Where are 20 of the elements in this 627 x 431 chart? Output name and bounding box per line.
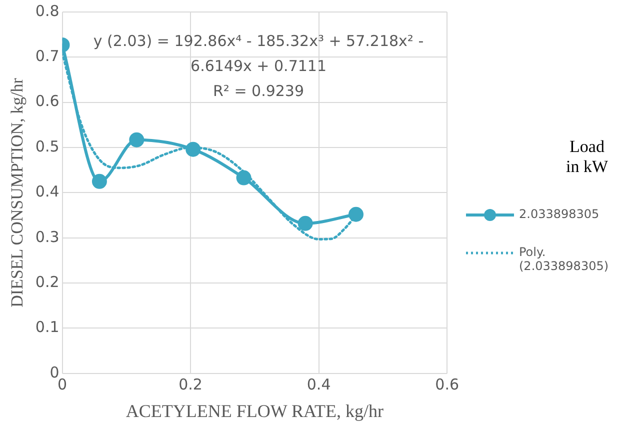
x-axis-title: ACETYLENE FLOW RATE, kg/hr: [126, 400, 384, 421]
y-tick-label: 0.8: [35, 2, 60, 20]
x-tick-label: 0.2: [178, 375, 202, 394]
x-tick-label: 0.6: [435, 375, 459, 394]
legend-label: 2.033898305: [519, 206, 600, 220]
y-tick-label: 0.3: [35, 228, 60, 246]
y-axis-title: DIESEL CONSUMPTION, kg/hr: [8, 78, 27, 308]
y-tick-label: 0.5: [35, 137, 60, 156]
legend-label: Poly. (2.033898305): [519, 244, 610, 272]
y-tick-label: 0.2: [35, 272, 60, 291]
legend-title: Load in kW: [564, 136, 610, 176]
annotation: y (2.03) = 192.86x⁴ - 185.32x³ + 57.218x² -: [93, 32, 424, 50]
y-tick-label: 0: [50, 363, 60, 382]
annotation: 6.6149x + 0.7111: [190, 56, 326, 75]
x-tick-label: 0.4: [306, 375, 331, 394]
y-tick-label: 0.1: [35, 318, 60, 336]
annotation: R² = 0.9239: [212, 82, 304, 100]
y-tick-label: 0.6: [35, 92, 60, 110]
y-tick-label: 0.7: [35, 47, 60, 66]
y-tick-label: 0.4: [35, 182, 60, 201]
